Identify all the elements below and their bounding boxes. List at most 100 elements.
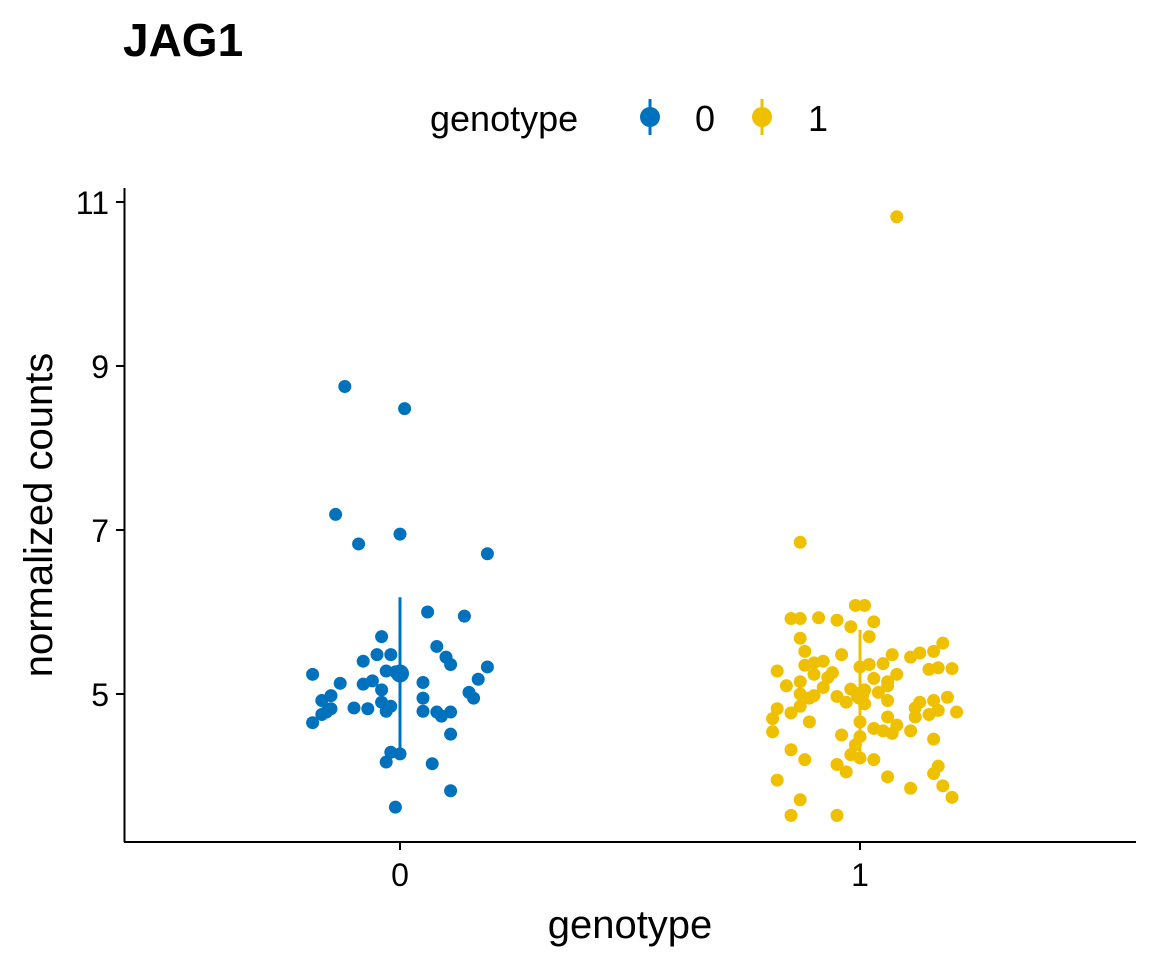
data-point [793,699,807,713]
y-tick-label: 5 [91,677,109,713]
data-point [480,547,494,561]
y-tick-label: 11 [76,185,109,221]
data-point [922,708,936,721]
data-point [802,691,816,705]
data-point [384,648,398,662]
data-point [770,702,784,716]
legend-key-1 [752,99,772,135]
data-point [784,808,798,822]
chart-title: JAG1 [123,14,243,66]
data-point [908,710,922,724]
data-point [945,790,959,804]
data-point [388,800,402,814]
data-point [457,609,471,623]
data-point [416,676,430,690]
data-point [881,770,895,784]
data-point [844,620,858,634]
data-point [793,612,807,626]
data-point [370,648,384,662]
x-axis-title: genotype [548,903,713,947]
data-point [416,704,430,718]
data-point [927,767,941,781]
y-tick-label: 9 [91,349,109,385]
data-point [830,808,844,822]
data-point [936,636,950,650]
data-point [444,784,458,798]
data-point [890,667,904,681]
data-point [319,705,333,719]
data-point [908,701,922,715]
data-point [770,664,784,678]
data-point [802,715,816,729]
data-point [793,793,807,807]
data-point [881,694,895,708]
data-point [890,210,904,224]
data-point [927,732,941,746]
legend-label-1: 1 [808,98,828,139]
data-point [821,671,835,685]
data-point [766,712,780,726]
data-point [812,611,826,625]
data-point [444,657,458,671]
data-point [835,728,849,742]
data-point [862,630,876,644]
data-point [379,704,393,718]
data-point [356,677,370,691]
data-point [881,710,895,724]
data-point [306,716,320,730]
data-point [904,650,918,664]
series-0 [306,380,494,814]
data-point [329,507,343,521]
legend-key-1-dot [752,107,772,127]
data-point [858,598,872,612]
data-point [881,679,895,693]
data-point [876,657,890,671]
data-point [416,691,430,705]
data-point [835,648,849,662]
data-point [793,675,807,689]
data-point [784,612,798,626]
data-point [467,691,481,705]
data-point [936,779,950,793]
data-point [945,662,959,676]
data-point [904,724,918,738]
data-point [430,639,444,653]
data-point [356,654,370,668]
data-point [867,671,881,685]
data-point [839,695,853,709]
data-point [361,702,375,716]
y-axis-ticks: 5 7 9 11 [76,185,124,713]
data-point [830,613,844,627]
data-point [871,685,885,699]
data-point [830,758,844,772]
x-tick-label: 1 [851,857,869,893]
y-axis-title: normalized counts [17,353,61,678]
data-point [444,727,458,741]
legend-key-0 [640,99,660,135]
data-point [398,402,412,416]
data-point [393,747,407,761]
data-point [927,644,941,658]
plot-area [306,210,964,822]
legend-key-0-dot [640,107,660,127]
data-point [807,656,821,670]
data-point [807,667,821,681]
legend-label-0: 0 [695,98,715,139]
data-point [885,726,899,740]
data-point [333,676,347,690]
data-point [347,701,361,715]
data-point [793,631,807,645]
data-point [379,755,393,769]
data-point [784,743,798,757]
data-point [315,694,329,708]
data-point [885,648,899,662]
data-point [480,660,494,674]
summary-mean-point [851,686,869,705]
data-point [375,630,389,644]
summary-mean-point [391,664,409,683]
data-point [931,661,945,675]
data-point [306,667,320,681]
legend-title: genotype [430,98,578,139]
data-point [940,690,954,704]
